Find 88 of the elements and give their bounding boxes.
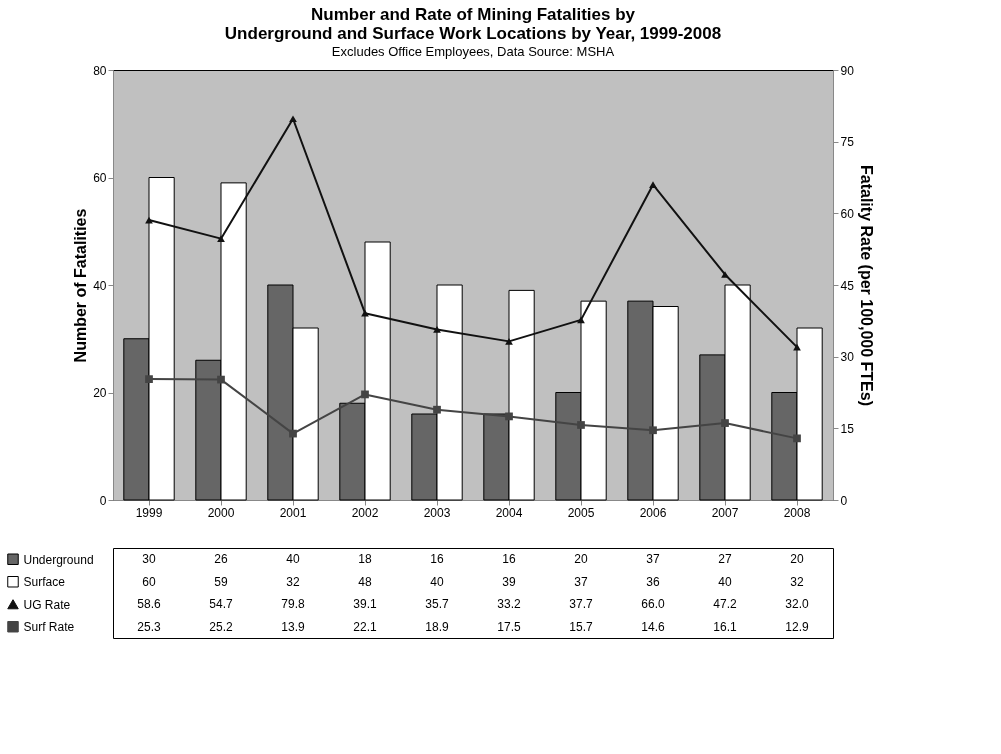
data-label: 32 (790, 574, 804, 589)
point (289, 429, 297, 438)
data-label: 20 (574, 552, 588, 567)
y-tick-label: 40 (93, 278, 107, 293)
point (505, 412, 513, 421)
x-tick-label: 2007 (711, 505, 739, 520)
data-label: 58.6 (137, 597, 161, 612)
data-label: 37 (574, 574, 588, 589)
data-label: 25.2 (209, 619, 233, 634)
y2-tick-label: 30 (840, 350, 855, 365)
data-label: 37 (646, 552, 660, 567)
data-label: 47.2 (713, 597, 737, 612)
point (361, 390, 369, 399)
x-tick-label: 2003 (423, 505, 451, 520)
y2-tick-label: 15 (840, 421, 855, 436)
y-tick-label: 0 (99, 493, 107, 508)
data-label: 30 (142, 552, 156, 567)
legend-label: Underground (23, 552, 94, 567)
data-label: 14.6 (641, 619, 665, 634)
point (577, 316, 585, 324)
data-label: 48 (358, 574, 372, 589)
point (433, 326, 441, 333)
y2-tick-label: 75 (840, 135, 855, 150)
x-tick-label: 2004 (495, 505, 523, 520)
point (649, 181, 657, 189)
y-tick-label: 80 (93, 63, 107, 78)
x-tick-label: 2000 (207, 505, 235, 520)
data-label: 18.9 (425, 619, 449, 634)
point (649, 426, 657, 435)
data-label: 17.5 (497, 619, 521, 634)
data-label: 36 (646, 574, 660, 589)
y2-tick-label: 0 (840, 493, 848, 508)
x-tick-label: 1999 (135, 505, 163, 520)
y2-tick-label: 90 (840, 63, 855, 78)
legend-label: UG Rate (23, 597, 71, 612)
data-label: 32.0 (785, 597, 809, 612)
y2-tick-label: 60 (840, 206, 855, 221)
data-label: 35.7 (425, 597, 449, 612)
point (721, 271, 729, 278)
data-label: 59 (214, 574, 228, 589)
x-tick-label: 2005 (567, 505, 595, 520)
data-label: 26 (214, 552, 228, 567)
point (505, 338, 513, 345)
data-label: 12.9 (785, 619, 809, 634)
data-label: 16.1 (713, 619, 737, 634)
data-label: 33.2 (497, 597, 521, 612)
data-label: 22.1 (353, 619, 377, 634)
data-label: 60 (142, 574, 156, 589)
data-label: 16 (430, 552, 444, 567)
data-label: 66.0 (641, 597, 665, 612)
data-label: 39 (502, 574, 516, 589)
x-tick-label: 2002 (351, 505, 379, 520)
data-label: 40 (430, 574, 444, 589)
data-label: 16 (502, 552, 516, 567)
y2-tick-label: 45 (840, 278, 855, 293)
data-label: 54.7 (209, 597, 233, 612)
chart-title: Number and Rate of Mining Fatalities by Underground and Surface Work Locations by Year, 1999-2008 (224, 5, 722, 43)
x-tick-label: 2006 (639, 505, 667, 520)
point (721, 419, 729, 427)
y-tick-label: 20 (93, 386, 107, 400)
data-label: 37.7 (569, 597, 593, 612)
point (145, 375, 153, 383)
y-axis-title: Number of Fatalities (72, 208, 90, 363)
data-label: 13.9 (281, 619, 305, 634)
point (577, 421, 585, 429)
point (217, 235, 225, 243)
data-label: 27 (718, 552, 732, 567)
data-label: 40 (718, 574, 732, 589)
data-label: 25.3 (137, 619, 161, 634)
point (433, 405, 441, 414)
data-label: 39.1 (353, 597, 377, 612)
x-tick-label: 2001 (279, 505, 307, 520)
point (289, 115, 297, 123)
data-label: 79.8 (281, 597, 305, 612)
data-label: 18 (358, 552, 372, 567)
legend-label: Surface (23, 575, 66, 590)
y-tick-label: 60 (93, 171, 107, 185)
point (217, 375, 225, 384)
data-label: 40 (286, 552, 300, 567)
data-label: 15.7 (569, 619, 593, 634)
legend-label: Surf Rate (23, 620, 75, 635)
x-tick-label: 2008 (783, 505, 811, 520)
y2-axis-title: Fatality Rate (per 100,000 FTEs) (857, 165, 875, 406)
point (361, 309, 369, 317)
data-label: 20 (790, 552, 804, 567)
point (793, 434, 801, 443)
data-label: 32 (286, 574, 300, 589)
chart-subtitle: Excludes Office Employees, Data Source: MSHA (331, 44, 615, 59)
